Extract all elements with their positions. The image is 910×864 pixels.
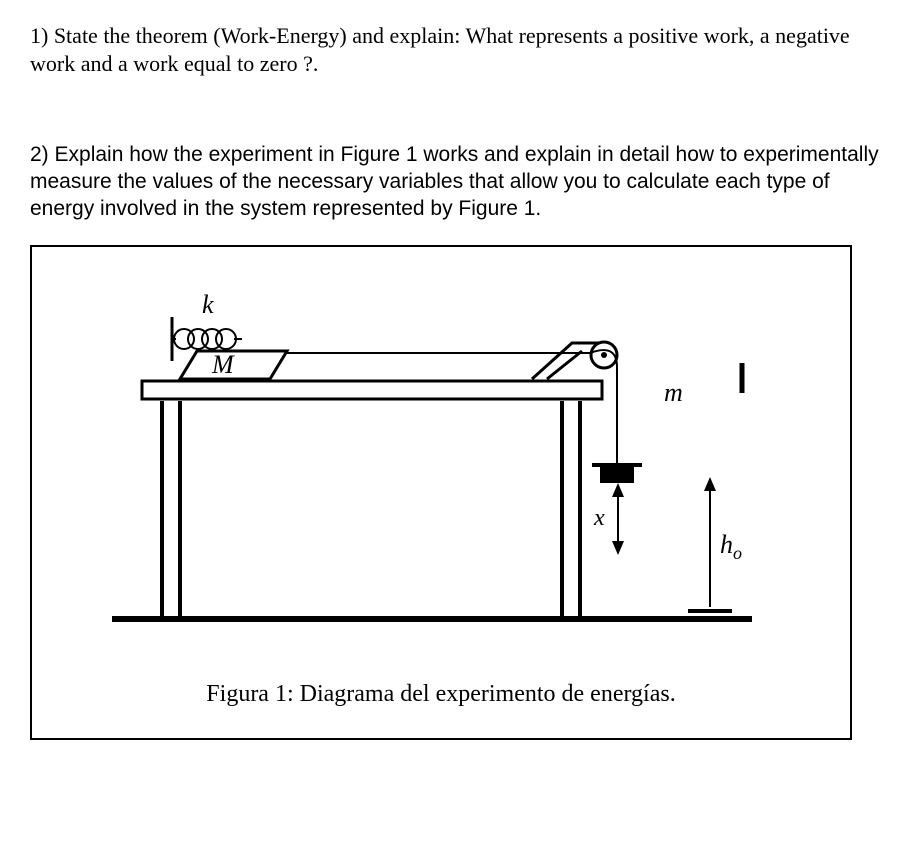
question-2: 2) Explain how the experiment in Figure … [30,142,880,223]
experiment-diagram: k M m x ho [52,271,832,651]
figure-container: k M m x ho Figura 1: Diagrama del experi… [30,245,852,740]
label-k: k [202,290,214,319]
question-1: 1) State the theorem (Work-Energy) and e… [30,22,880,78]
label-m: m [664,378,683,407]
figure-caption: Figura 1: Diagrama del experimento de en… [52,681,830,708]
label-x: x [593,505,605,531]
label-h0: ho [720,530,742,563]
label-M: M [211,350,235,379]
